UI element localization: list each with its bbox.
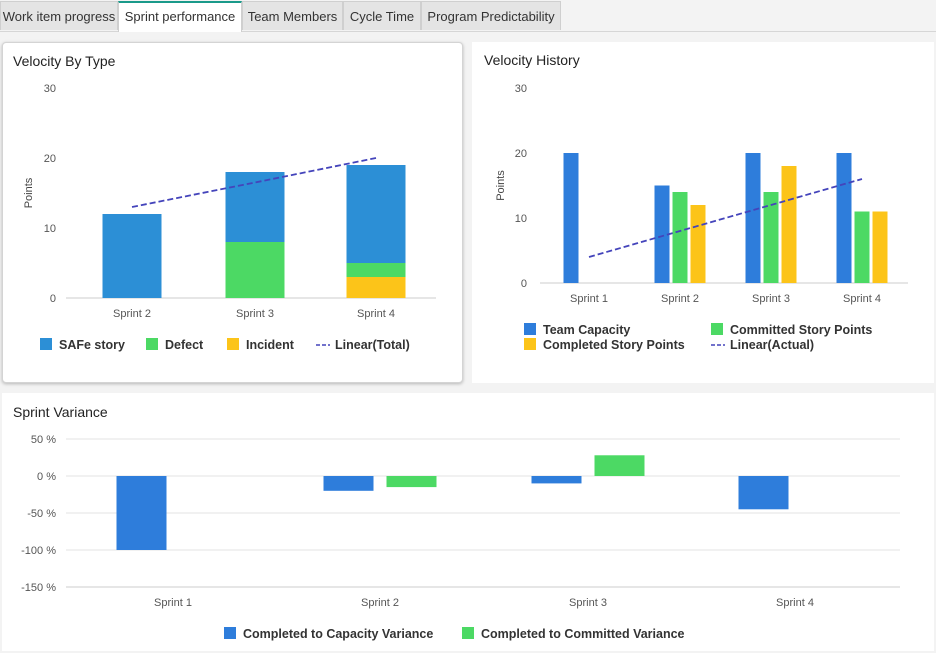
- bar-incident: [346, 277, 406, 298]
- bar-team-capacity: [654, 185, 670, 283]
- x-tick-label: Sprint 1: [154, 597, 192, 609]
- legend-capacity-variance-label: Completed to Capacity Variance: [243, 627, 433, 641]
- bar-safe-story: [225, 172, 285, 242]
- y-tick-label: 0 %: [37, 471, 56, 483]
- legend-completed-story-points-swatch: [524, 338, 536, 350]
- bar-defect: [225, 242, 285, 298]
- sprint-variance-title: Sprint Variance: [13, 404, 108, 420]
- bar-committed-story-points: [854, 211, 870, 283]
- y-tick-label: 10: [44, 223, 56, 235]
- tab-sprint-performance[interactable]: Sprint performance: [118, 1, 242, 32]
- y-tick-label: 10: [515, 213, 527, 225]
- tab-program-predictability[interactable]: Program Predictability: [421, 1, 561, 30]
- x-tick-label: Sprint 4: [776, 597, 814, 609]
- legend-capacity-variance-swatch: [224, 627, 236, 639]
- legend-safe-story-swatch: [40, 338, 52, 350]
- y-tick-label: 0: [521, 278, 527, 290]
- legend-team-capacity-label: Team Capacity: [543, 323, 630, 337]
- bar-completed-to-committed-variance: [594, 455, 645, 476]
- y-tick-label: 20: [44, 153, 56, 165]
- bar-completed-to-capacity-variance: [116, 476, 167, 550]
- y-tick-label: -150 %: [21, 582, 56, 594]
- bar-committed-story-points: [672, 192, 688, 283]
- bar-completed-story-points: [781, 166, 797, 283]
- x-tick-label: Sprint 4: [357, 308, 395, 320]
- y-tick-label: 30: [515, 83, 527, 95]
- legend-linear-total-label: Linear(Total): [335, 338, 410, 352]
- legend-committed-variance-swatch: [462, 627, 474, 639]
- bar-committed-story-points: [763, 192, 779, 283]
- y-tick-label: 20: [515, 148, 527, 160]
- y-tick-label: 30: [44, 83, 56, 95]
- legend-incident-swatch: [227, 338, 239, 350]
- trend-line-total: [131, 157, 377, 208]
- bar-team-capacity: [563, 153, 579, 283]
- legend-completed-story-points-label: Completed Story Points: [543, 338, 685, 352]
- bar-safe-story: [346, 165, 406, 263]
- y-tick-label: -100 %: [21, 545, 56, 557]
- x-tick-label: Sprint 3: [569, 597, 607, 609]
- legend-committed-story-points-label: Committed Story Points: [730, 323, 872, 337]
- x-tick-label: Sprint 2: [361, 597, 399, 609]
- bar-team-capacity: [836, 153, 852, 283]
- bar-completed-story-points: [690, 205, 706, 283]
- y-axis-label: Points: [495, 170, 507, 201]
- legend-safe-story-label: SAFe story: [59, 338, 125, 352]
- legend-incident-label: Incident: [246, 338, 295, 352]
- x-tick-label: Sprint 2: [661, 293, 699, 305]
- legend-committed-story-points-swatch: [711, 323, 723, 335]
- y-axis-label: Points: [23, 177, 35, 208]
- bar-safe-story: [102, 214, 162, 298]
- x-tick-label: Sprint 2: [113, 308, 151, 320]
- tab-work-item-progress[interactable]: Work item progress: [0, 1, 118, 30]
- tab-bar: Work item progress Sprint performance Te…: [0, 0, 936, 32]
- velocity-history-title: Velocity History: [484, 52, 580, 68]
- bar-completed-to-capacity-variance: [738, 476, 789, 510]
- tab-cycle-time[interactable]: Cycle Time: [343, 1, 421, 30]
- legend-team-capacity-swatch: [524, 323, 536, 335]
- x-tick-label: Sprint 3: [236, 308, 274, 320]
- bar-completed-story-points: [872, 211, 888, 283]
- y-tick-label: -50 %: [27, 508, 56, 520]
- tab-team-members[interactable]: Team Members: [242, 1, 343, 30]
- bar-completed-to-capacity-variance: [531, 476, 582, 484]
- y-tick-label: 0: [50, 293, 56, 305]
- x-tick-label: Sprint 1: [570, 293, 608, 305]
- bar-team-capacity: [745, 153, 761, 283]
- x-tick-label: Sprint 3: [752, 293, 790, 305]
- trend-line-actual: [588, 178, 863, 258]
- bar-completed-to-capacity-variance: [323, 476, 374, 491]
- legend-defect-swatch: [146, 338, 158, 350]
- legend-defect-label: Defect: [165, 338, 204, 352]
- legend-committed-variance-label: Completed to Committed Variance: [481, 627, 685, 641]
- velocity-by-type-title: Velocity By Type: [13, 53, 116, 69]
- y-tick-label: 50 %: [31, 434, 56, 446]
- bar-completed-to-committed-variance: [386, 476, 437, 488]
- x-tick-label: Sprint 4: [843, 293, 881, 305]
- bar-defect: [346, 263, 406, 277]
- legend-linear-actual-label: Linear(Actual): [730, 338, 814, 352]
